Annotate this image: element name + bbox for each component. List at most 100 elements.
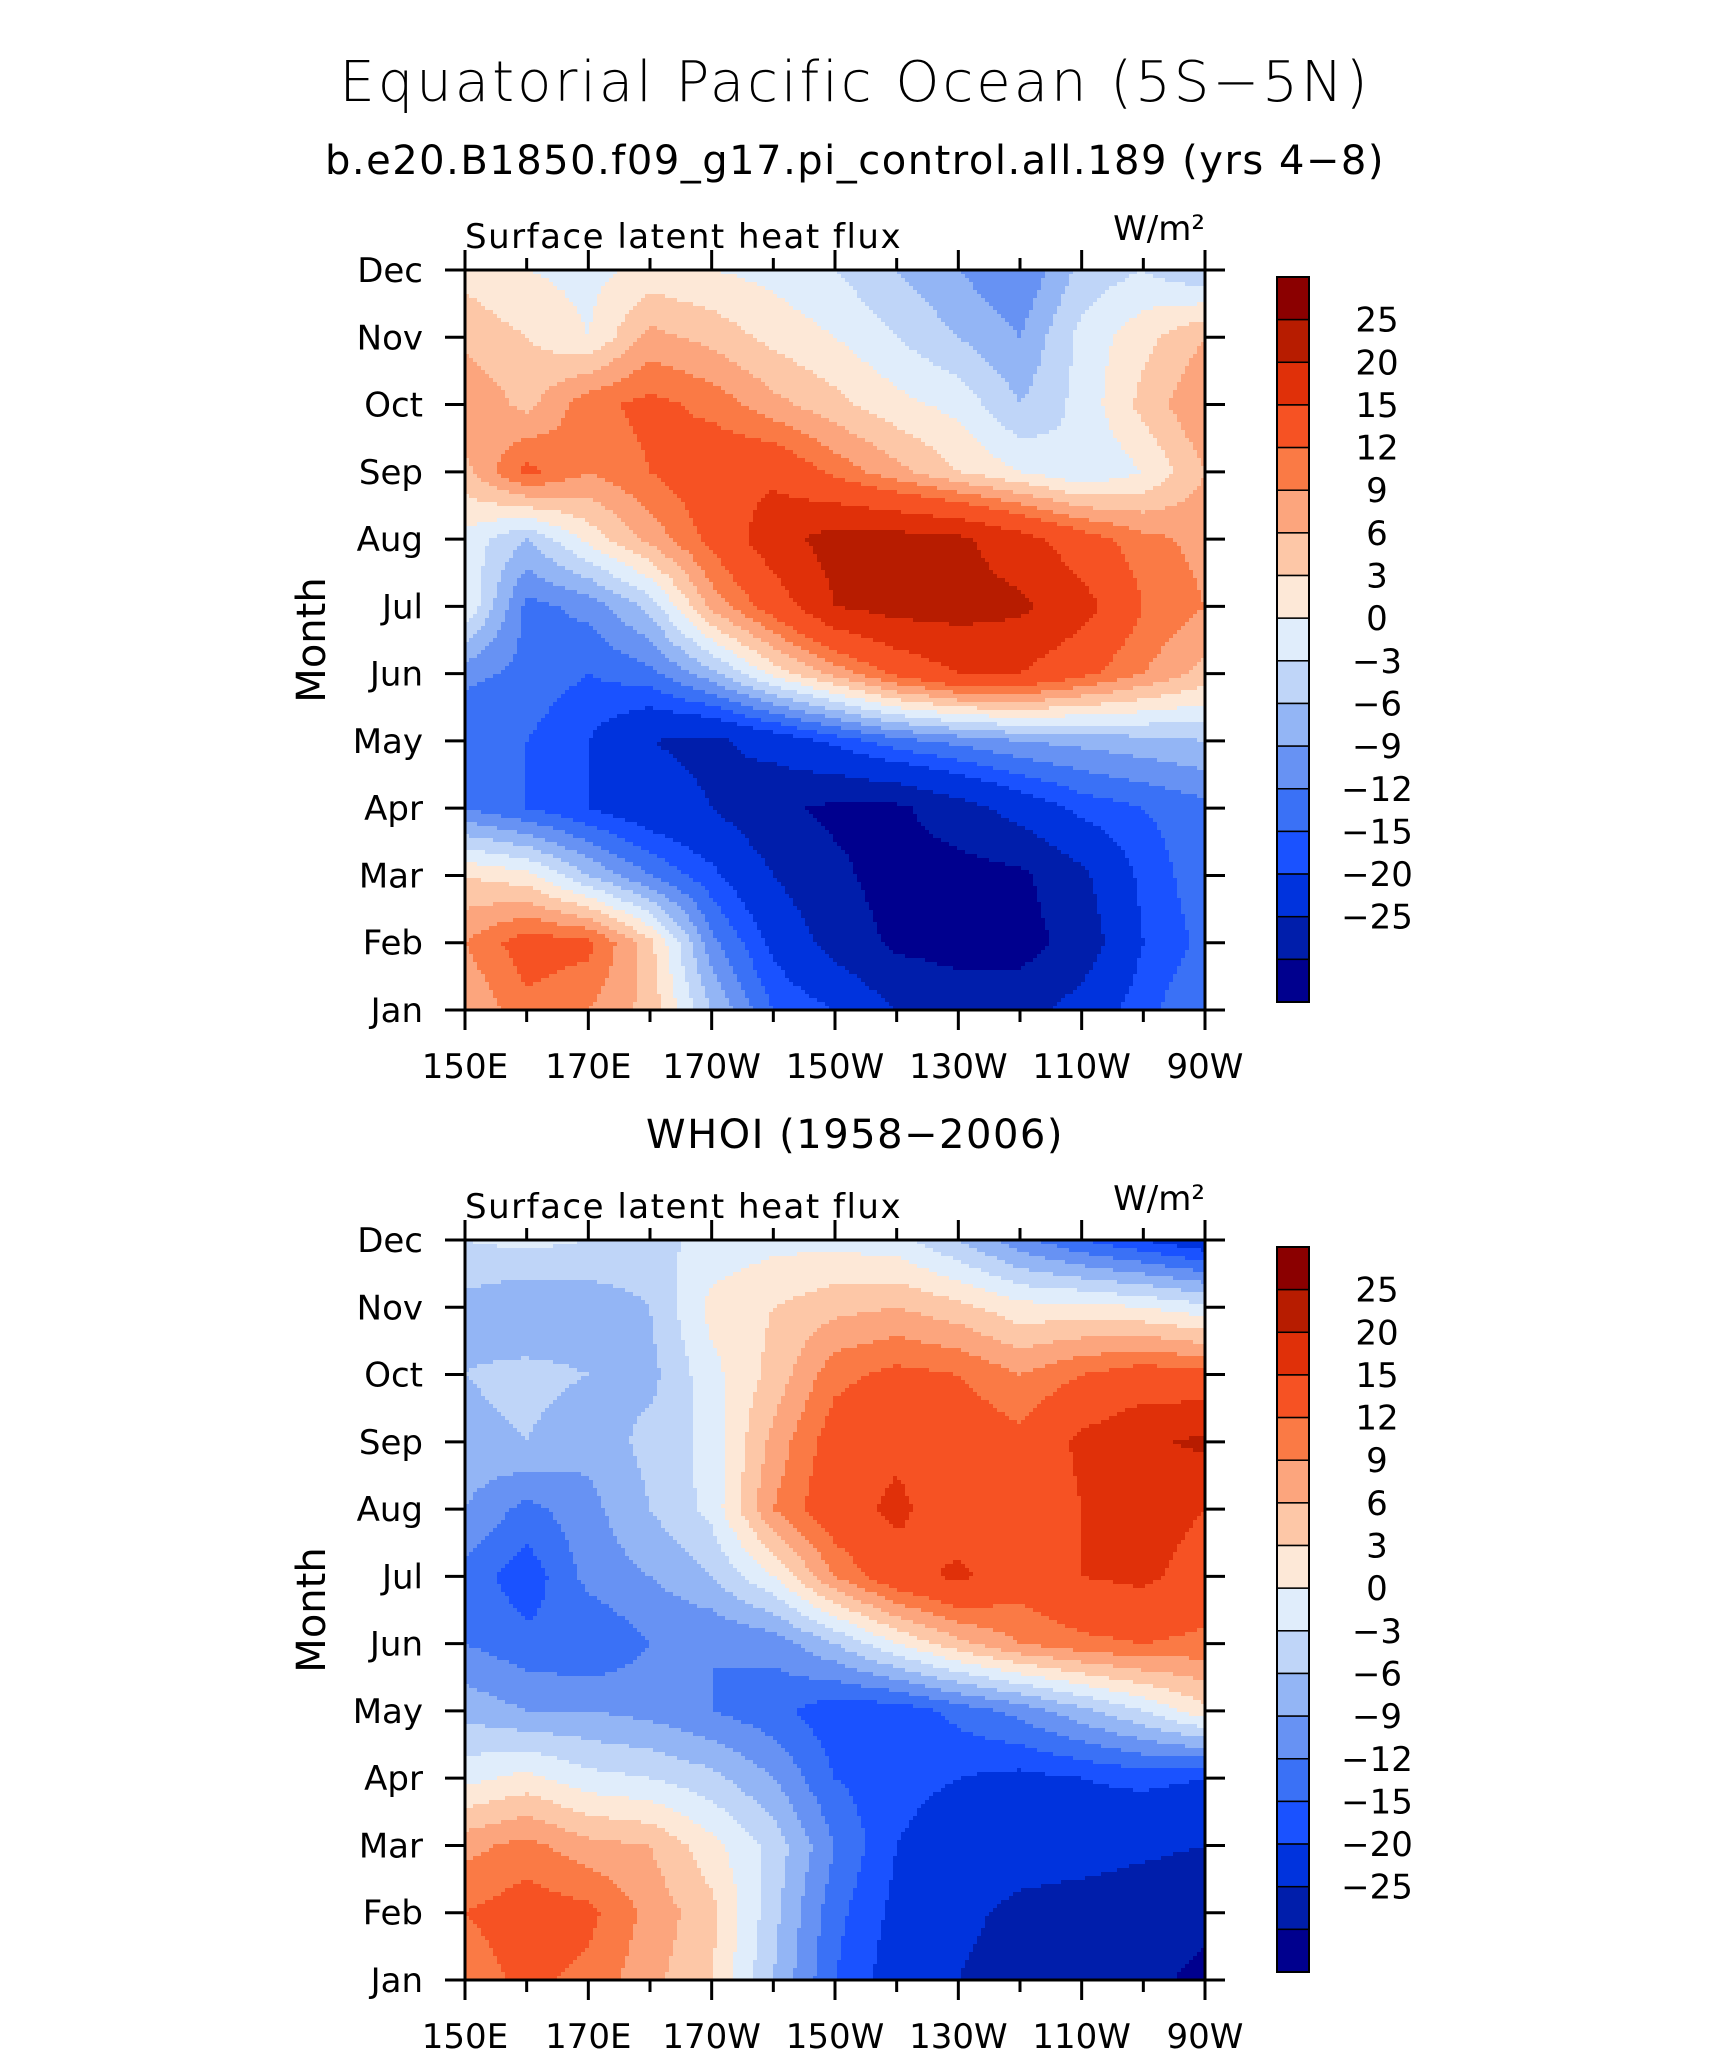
heatmap-cell (729, 278, 734, 283)
heatmap-cell (969, 302, 974, 307)
heatmap-cell (937, 298, 942, 303)
heatmap-cell (1157, 314, 1162, 319)
heatmap-cell (1153, 286, 1158, 291)
heatmap-cell (1185, 306, 1190, 311)
heatmap-cell (697, 302, 702, 307)
heatmap-cell (777, 318, 782, 323)
heatmap-cell (1041, 314, 1046, 319)
heatmap-cell (541, 294, 546, 299)
heatmap-cell (569, 294, 574, 299)
heatmap-cell (1017, 310, 1022, 315)
heatmap-cell (541, 282, 546, 287)
heatmap-cell (1125, 310, 1130, 315)
heatmap-cell (609, 282, 614, 287)
heatmap-cell (893, 282, 898, 287)
heatmap-cell (1077, 294, 1082, 299)
heatmap-cell (857, 278, 862, 283)
heatmap-cell (1161, 306, 1166, 311)
heatmap-cell (585, 326, 590, 331)
heatmap-cell (1053, 322, 1058, 327)
heatmap-cell (725, 282, 730, 287)
heatmap-cell (637, 274, 642, 279)
heatmap-cell (1017, 286, 1022, 291)
heatmap-cell (553, 322, 558, 327)
heatmap-cell (833, 294, 838, 299)
heatmap-cell (1149, 314, 1154, 319)
heatmap-cell (1129, 310, 1134, 315)
heatmap-cell (1129, 306, 1134, 311)
heatmap-cell (985, 322, 990, 327)
heatmap-cell (1145, 306, 1150, 311)
heatmap-cell (1029, 302, 1034, 307)
heatmap-cell (905, 306, 910, 311)
heatmap-cell (993, 302, 998, 307)
heatmap-cell (1193, 290, 1198, 295)
heatmap-cell (1113, 314, 1118, 319)
heatmap-cell (693, 290, 698, 295)
heatmap-cell (973, 306, 978, 311)
heatmap-cell (1121, 306, 1126, 311)
heatmap-cell (1177, 286, 1182, 291)
heatmap-cell (997, 302, 1002, 307)
heatmap-cell (921, 314, 926, 319)
heatmap-cell (577, 294, 582, 299)
heatmap-cell (481, 286, 486, 291)
heatmap-cell (613, 302, 618, 307)
heatmap-cell (601, 322, 606, 327)
heatmap-cell (729, 322, 734, 327)
heatmap-cell (1001, 310, 1006, 315)
heatmap-cell (1197, 278, 1202, 283)
heatmap-cell (1101, 282, 1106, 287)
heatmap-cell (1057, 302, 1062, 307)
heatmap-cell (741, 282, 746, 287)
heatmap-cell (1189, 294, 1194, 299)
heatmap-cell (797, 322, 802, 327)
heatmap-cell (473, 310, 478, 315)
heatmap-cell (805, 278, 810, 283)
heatmap-cell (561, 278, 566, 283)
heatmap-cell (1149, 318, 1154, 323)
heatmap-cell (733, 322, 738, 327)
heatmap-cell (825, 302, 830, 307)
heatmap-cell (705, 274, 710, 279)
heatmap-cell (677, 290, 682, 295)
heatmap-cell (1057, 310, 1062, 315)
heatmap-cell (653, 318, 658, 323)
heatmap-cell (513, 302, 518, 307)
heatmap-cell (893, 302, 898, 307)
heatmap-cell (1081, 310, 1086, 315)
heatmap-cell (481, 310, 486, 315)
heatmap-cell (625, 302, 630, 307)
heatmap-cell (793, 310, 798, 315)
heatmap-cell (517, 326, 522, 331)
heatmap-cell (485, 278, 490, 283)
heatmap-cell (833, 278, 838, 283)
heatmap-cell (509, 290, 514, 295)
heatmap-cell (769, 282, 774, 287)
heatmap-cell (537, 314, 542, 319)
heatmap-cell (881, 302, 886, 307)
heatmap-cell (869, 318, 874, 323)
heatmap-cell (769, 322, 774, 327)
heatmap-cell (1173, 286, 1178, 291)
heatmap-cell (1113, 318, 1118, 323)
heatmap-cell (965, 318, 970, 323)
heatmap-cell (709, 286, 714, 291)
heatmap-cell (945, 314, 950, 319)
heatmap-cell (1065, 278, 1070, 283)
heatmap-cell (957, 290, 962, 295)
heatmap-cell (1189, 290, 1194, 295)
heatmap-cell (945, 302, 950, 307)
heatmap-cell (517, 310, 522, 315)
heatmap-cell (633, 274, 638, 279)
heatmap-cell (537, 298, 542, 303)
heatmap-cell (705, 318, 710, 323)
heatmap-cell (841, 298, 846, 303)
heatmap-cell (705, 298, 710, 303)
heatmap-cell (533, 294, 538, 299)
heatmap-cell (825, 282, 830, 287)
heatmap-cell (505, 310, 510, 315)
heatmap-cell (797, 314, 802, 319)
heatmap-cell (473, 294, 478, 299)
heatmap-cell (885, 314, 890, 319)
